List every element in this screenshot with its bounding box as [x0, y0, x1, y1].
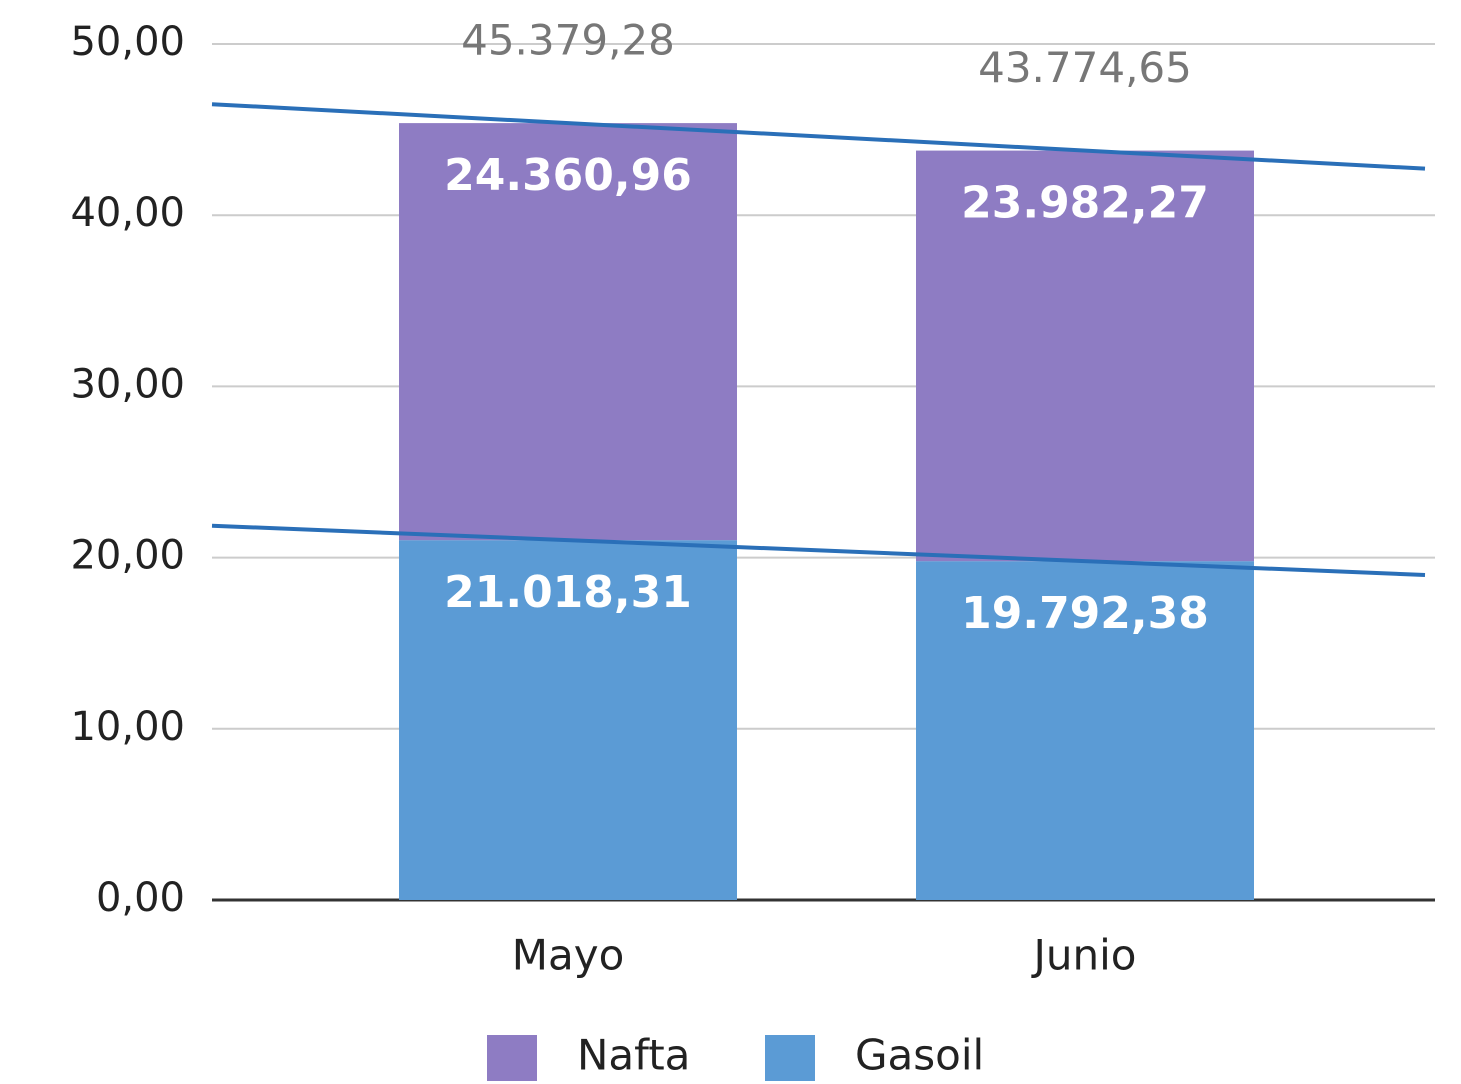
bar-segment — [916, 561, 1254, 900]
data-label: 19.792,38 — [961, 588, 1209, 639]
bar-segment — [399, 123, 737, 541]
y-tick-label: 40,00 — [70, 190, 185, 236]
y-tick-label: 30,00 — [70, 361, 185, 407]
x-tick-label: Junio — [1031, 931, 1137, 980]
data-label: 24.360,96 — [444, 150, 692, 201]
data-label: 21.018,31 — [444, 567, 692, 618]
trendline — [211, 102, 1426, 171]
x-tick-label: Mayo — [512, 931, 625, 980]
y-tick-label: 10,00 — [70, 704, 185, 750]
data-label: 23.982,27 — [961, 178, 1209, 229]
legend-label: Gasoil — [855, 1031, 984, 1080]
bar-segment — [916, 150, 1254, 562]
legend-swatch — [765, 1035, 815, 1081]
legend-label: Nafta — [577, 1031, 690, 1080]
y-tick-label: 50,00 — [70, 19, 185, 65]
y-tick-label: 0,00 — [96, 875, 185, 921]
bar-segment — [399, 540, 737, 900]
total-label: 45.379,28 — [461, 16, 675, 65]
total-label: 43.774,65 — [978, 43, 1192, 92]
legend-swatch — [487, 1035, 537, 1081]
trendline — [211, 523, 1426, 577]
y-tick-label: 20,00 — [70, 533, 185, 579]
